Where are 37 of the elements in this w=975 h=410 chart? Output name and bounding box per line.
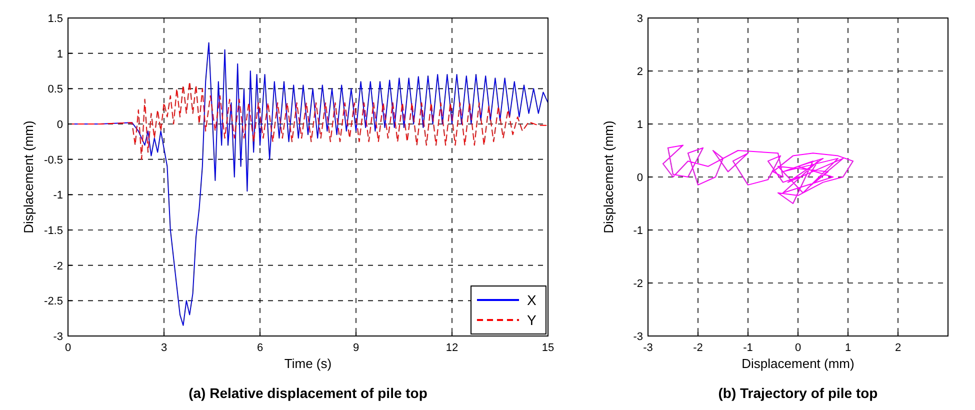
x-tick-label: 3 <box>160 342 168 354</box>
x-tick-label: -1 <box>743 342 753 354</box>
y-tick-label: 0.5 <box>48 84 63 96</box>
y-tick-label: -1 <box>53 190 63 202</box>
y-tick-label: 0 <box>56 119 63 131</box>
y-tick-label: -1 <box>633 225 643 237</box>
y-tick-label: 1 <box>56 48 63 60</box>
legend-label: X <box>527 292 537 308</box>
y-tick-label: -3 <box>53 331 63 343</box>
x-tick-label: 6 <box>256 342 264 354</box>
y-tick-label: -2 <box>633 278 643 290</box>
x-tick-label: 2 <box>894 342 902 354</box>
text: (b) Trajectory of pile top <box>718 385 878 401</box>
x-tick-label: 0 <box>64 342 72 354</box>
x-tick-label: 15 <box>542 342 554 354</box>
line-series <box>662 144 854 204</box>
y-tick-label: 2 <box>636 66 643 78</box>
x-axis-title: Displacement (mm) <box>742 356 854 371</box>
y-tick-label: -2.5 <box>44 296 63 308</box>
y-tick-label: 1.5 <box>48 13 63 25</box>
y-tick-label: -3 <box>633 331 643 343</box>
text: (a) Relative displacement of pile top <box>188 385 428 401</box>
legend-label: Y <box>527 312 537 328</box>
x-tick-label: 12 <box>446 342 458 354</box>
x-tick-label: -2 <box>693 342 703 354</box>
y-tick-label: -2 <box>53 260 63 272</box>
y-tick-label: -1.5 <box>44 225 63 237</box>
x-tick-label: 9 <box>352 342 360 354</box>
x-tick-label: 1 <box>844 342 852 354</box>
y-axis-title: Displacement (mm) <box>21 120 36 234</box>
x-axis-title: Time (s) <box>284 356 332 371</box>
y-tick-label: -0.5 <box>44 154 63 166</box>
y-tick-label: 0 <box>636 172 643 184</box>
y-tick-label: 1 <box>636 119 643 131</box>
y-tick-label: 3 <box>636 13 643 25</box>
y-axis-title: Displacement (mm) <box>601 120 616 234</box>
x-tick-label: 0 <box>794 342 802 354</box>
